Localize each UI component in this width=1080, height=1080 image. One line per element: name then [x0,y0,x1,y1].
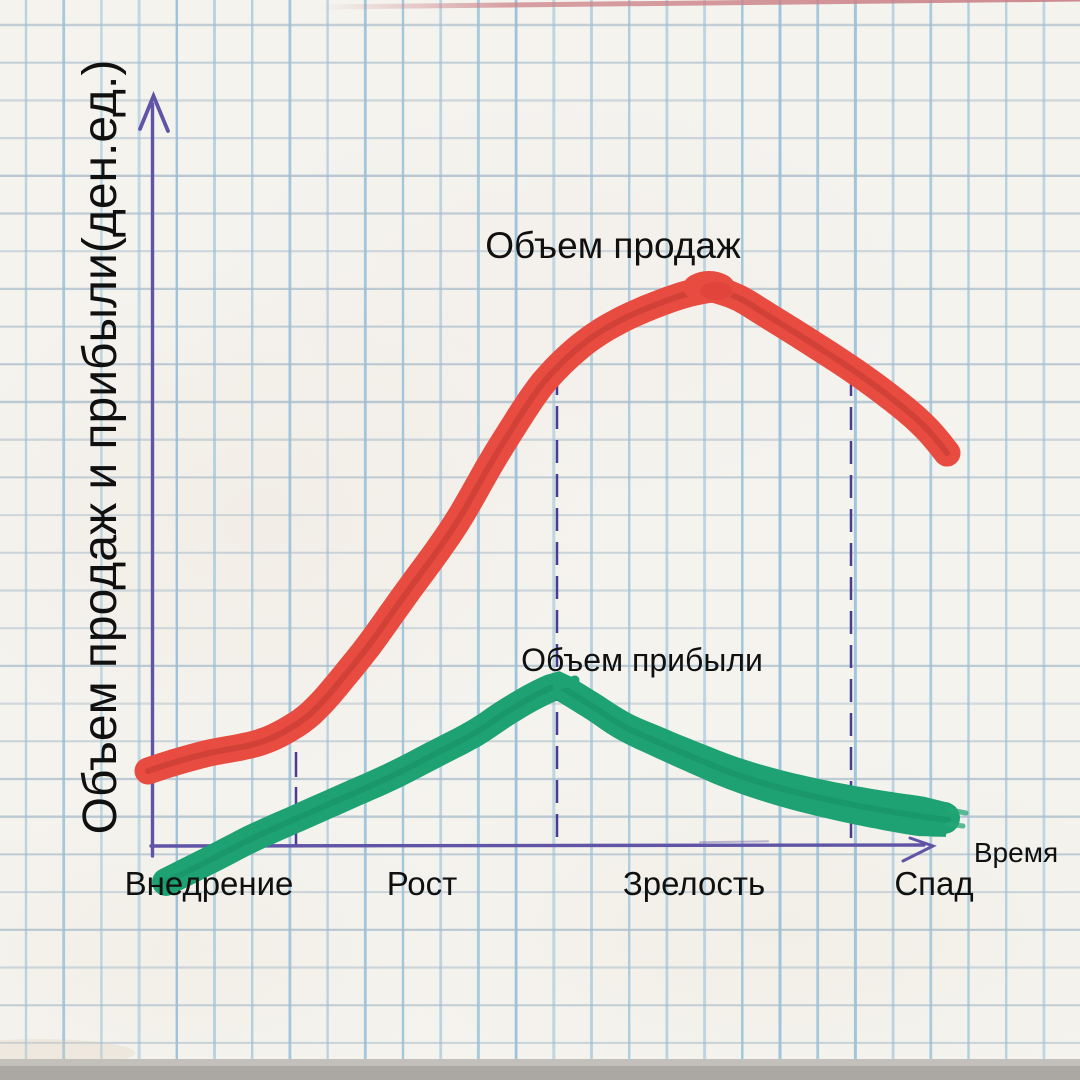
svg-text:Объем прибыли: Объем прибыли [521,642,763,678]
svg-text:Объем продаж и прибыли(ден.ед.: Объем продаж и прибыли(ден.ед.) [74,60,127,835]
svg-text:Объем продаж: Объем продаж [485,225,741,266]
svg-text:Зрелость: Зрелость [623,865,765,902]
svg-text:Спад: Спад [894,865,973,902]
svg-text:Внедрение: Внедрение [125,865,294,902]
svg-text:Рост: Рост [387,865,458,902]
svg-text:Время: Время [974,837,1058,868]
